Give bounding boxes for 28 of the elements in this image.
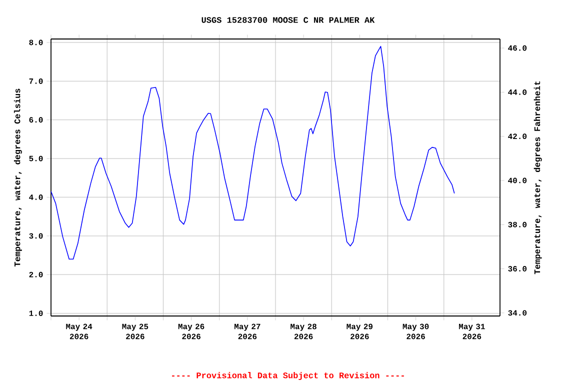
text: ---- Provisional Data Subject to Revision ---- <box>172 372 404 380</box>
chart-title: USGS 15283700 MOOSE C NR PALMER AK <box>202 17 375 23</box>
y2-tick-label: 44.0 <box>508 89 527 95</box>
y-tick-label: 6.0 <box>29 117 43 123</box>
y-tick-label: 7.0 <box>29 78 43 84</box>
x-tick-label: May 30 2026 <box>402 324 429 340</box>
y2-tick-label: 46.0 <box>508 45 527 51</box>
y-tick-label: 4.0 <box>29 194 43 200</box>
y2-tick-label: 34.0 <box>508 310 527 316</box>
line-series <box>51 46 455 260</box>
y2-tick-label: 40.0 <box>508 178 527 184</box>
x-tick-label: May 29 2026 <box>346 324 373 340</box>
y2-tick-label: 38.0 <box>508 222 527 228</box>
x-tick-label: May 24 2026 <box>66 324 92 340</box>
y-axis-title: Temperature, water, degrees Celsius <box>14 88 22 267</box>
y2-tick-label: 42.0 <box>508 134 527 140</box>
x-tick-label: May 27 2026 <box>234 324 260 340</box>
x-tick-label: May 26 2026 <box>178 324 204 340</box>
y-tick-label: 3.0 <box>29 233 43 239</box>
x-tick-label: May 25 2026 <box>122 324 148 340</box>
y-tick-label: 8.0 <box>29 40 43 46</box>
y-tick-label: 5.0 <box>29 156 43 162</box>
y2-axis-title: Temperature, water, degrees Fahrenheit <box>534 81 542 274</box>
x-tick-label: May 28 2026 <box>290 324 316 340</box>
x-tick-label: May 31 2026 <box>458 324 485 340</box>
y2-tick-label: 36.0 <box>508 266 527 272</box>
y-tick-label: 2.0 <box>29 272 43 278</box>
y-tick-label: 1.0 <box>29 310 43 316</box>
